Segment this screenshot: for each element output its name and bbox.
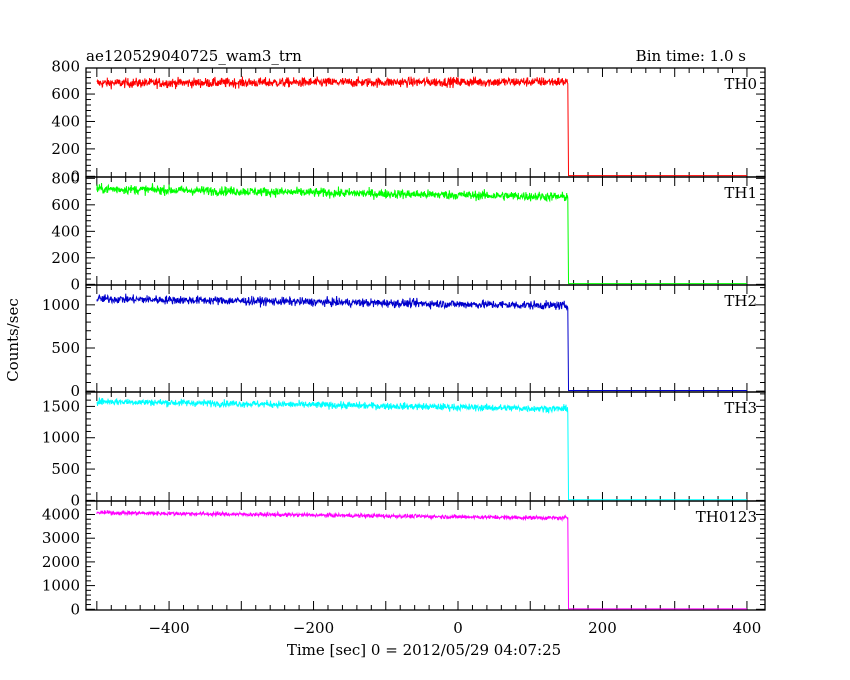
- series-name-label: TH3: [724, 399, 757, 417]
- y-tick-label: 600: [51, 196, 80, 214]
- y-tick-label: 500: [51, 339, 80, 357]
- y-tick-label: 4000: [42, 506, 80, 524]
- y-tick-label: 0: [70, 382, 80, 400]
- series-line-th0: [96, 76, 747, 177]
- y-tick-label: 200: [51, 140, 80, 158]
- y-tick-label: 400: [51, 112, 80, 130]
- series-name-label: TH0: [724, 75, 757, 93]
- y-tick-label: 800: [51, 169, 80, 187]
- y-tick-label: 0: [70, 600, 80, 618]
- y-tick-label: 0: [70, 275, 80, 293]
- series-name-label: TH2: [724, 292, 757, 310]
- x-tick-label: 0: [453, 619, 463, 637]
- y-tick-label: 3000: [42, 529, 80, 547]
- y-tick-label: 600: [51, 85, 80, 103]
- series-name-label: TH1: [724, 184, 757, 202]
- series-line-th0123: [96, 509, 747, 610]
- y-tick-label: 1500: [42, 397, 80, 415]
- x-tick-label: −200: [293, 619, 334, 637]
- panel-frame: [85, 500, 766, 611]
- panels-layer: 0 200 400 600 800 TH0 0 200 400 600 800 TH1 0 500 1000…: [42, 58, 766, 637]
- x-tick-label: 200: [588, 619, 617, 637]
- panel-th1: 0 200 400 600 800 TH1: [51, 169, 766, 293]
- y-tick-label: 1000: [42, 577, 80, 595]
- y-tick-label: 800: [51, 58, 80, 76]
- y-tick-label: 0: [70, 167, 80, 185]
- series-line-th1: [96, 182, 747, 285]
- y-tick-label: 500: [51, 460, 80, 478]
- panel-frame: [85, 176, 766, 286]
- bin-time-label: Bin time: 1.0 s: [636, 47, 746, 65]
- y-tick-label: 0: [70, 491, 80, 509]
- series-line-th2: [96, 293, 747, 391]
- y-tick-label: 2000: [42, 553, 80, 571]
- panel-th2: 0 500 1000 TH2: [42, 284, 766, 400]
- x-tick-label: −400: [148, 619, 189, 637]
- y-axis-label: Counts/sec: [4, 298, 22, 382]
- panel-th0: 0 200 400 600 800 TH0: [51, 58, 766, 185]
- y-tick-label: 1000: [42, 429, 80, 447]
- series-name-label: TH0123: [696, 508, 757, 526]
- y-tick-label: 200: [51, 249, 80, 267]
- panel-th0123: 0 1000 2000 3000 4000 TH0123: [42, 500, 766, 618]
- series-line-th3: [96, 397, 747, 501]
- chart-title: ae120529040725_wam3_trn: [86, 47, 302, 65]
- y-tick-label: 1000: [42, 296, 80, 314]
- panel-th3: 0 500 1000 1500 TH3: [42, 391, 766, 509]
- x-tick-label: 400: [733, 619, 762, 637]
- x-axis-label: Time [sec] 0 = 2012/05/29 04:07:25: [287, 641, 561, 659]
- y-tick-label: 400: [51, 222, 80, 240]
- x-tick-labels: −400 −200 0 200 400: [148, 619, 761, 637]
